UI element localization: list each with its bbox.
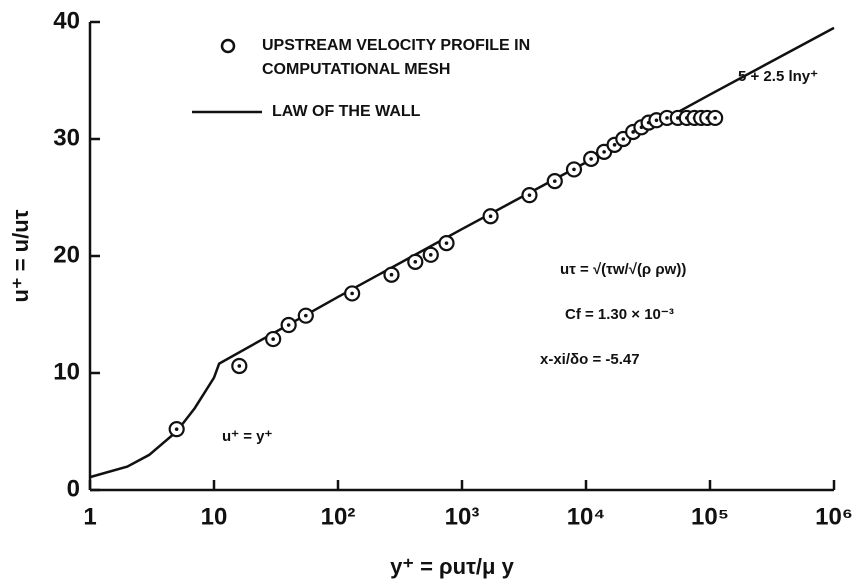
data-point [482, 208, 499, 225]
data-point [565, 161, 583, 178]
y-tick-label: 40 [53, 7, 80, 34]
legend-label: UPSTREAM VELOCITY PROFILE IN COMPUTATION… [262, 37, 531, 78]
y-tick-label: 30 [53, 124, 80, 151]
y-tick-label: 0 [67, 475, 80, 502]
point-dot [676, 116, 680, 120]
point-dot [488, 214, 493, 219]
point-dot [713, 116, 717, 120]
y-axis-label: u⁺ = u/uτ [8, 209, 33, 302]
data-point [168, 421, 185, 438]
y-tick-label: 20 [53, 241, 80, 268]
annotation: 5 + 2.5 lny⁺ [738, 68, 818, 85]
point-dot [589, 157, 593, 161]
law-line [89, 26, 835, 479]
data-point [407, 253, 424, 270]
point-dot [237, 364, 242, 368]
point-dot [428, 253, 433, 257]
x-tick-label: 10⁴ [567, 503, 606, 530]
point-dot [665, 116, 669, 120]
point-dot [413, 260, 418, 264]
annotation: uτ = √(τw/√(ρ ρw)) [560, 261, 686, 278]
point-dot [271, 337, 275, 341]
x-tick-label: 10⁶ [815, 503, 853, 530]
data-point [546, 173, 563, 190]
data-point [422, 246, 439, 263]
point-dot [350, 291, 354, 296]
x-axis-label: y⁺ = ρuτ/μ y [390, 554, 514, 579]
legend-symbol [220, 38, 236, 54]
data-point [707, 109, 724, 127]
x-tick-label: 10 [201, 503, 228, 530]
point-dot [572, 167, 576, 172]
legend-label: LAW OF THE WALL [272, 103, 421, 120]
point-dot [631, 130, 635, 134]
annotation: Cf = 1.30 × 10⁻³ [565, 306, 674, 323]
point-dot [304, 313, 308, 318]
point-dot [286, 323, 291, 327]
annotation: u⁺ = y⁺ [222, 428, 273, 445]
annotation: x-xi/δo = -5.47 [540, 351, 640, 368]
data-point [438, 235, 455, 252]
point-dot [174, 427, 179, 431]
data-point [231, 357, 248, 375]
x-tick-label: 1 [83, 503, 96, 530]
point-dot [444, 241, 449, 245]
data-point [383, 266, 400, 283]
y-tick-label: 10 [53, 358, 80, 385]
point-dot [612, 143, 617, 147]
data-point [583, 150, 600, 167]
point-dot [389, 272, 394, 277]
point-dot [602, 150, 606, 154]
point-dot [621, 137, 626, 141]
data-point [280, 316, 297, 334]
data-point [521, 187, 538, 204]
point-dot [552, 179, 557, 183]
point-dot [654, 118, 659, 123]
data-point [265, 330, 282, 348]
x-tick-label: 10² [321, 503, 356, 530]
x-tick-label: 10³ [445, 503, 480, 530]
x-tick-label: 10⁵ [691, 503, 729, 530]
data-point [344, 285, 361, 302]
data-point [297, 307, 314, 324]
point-dot [527, 193, 532, 197]
